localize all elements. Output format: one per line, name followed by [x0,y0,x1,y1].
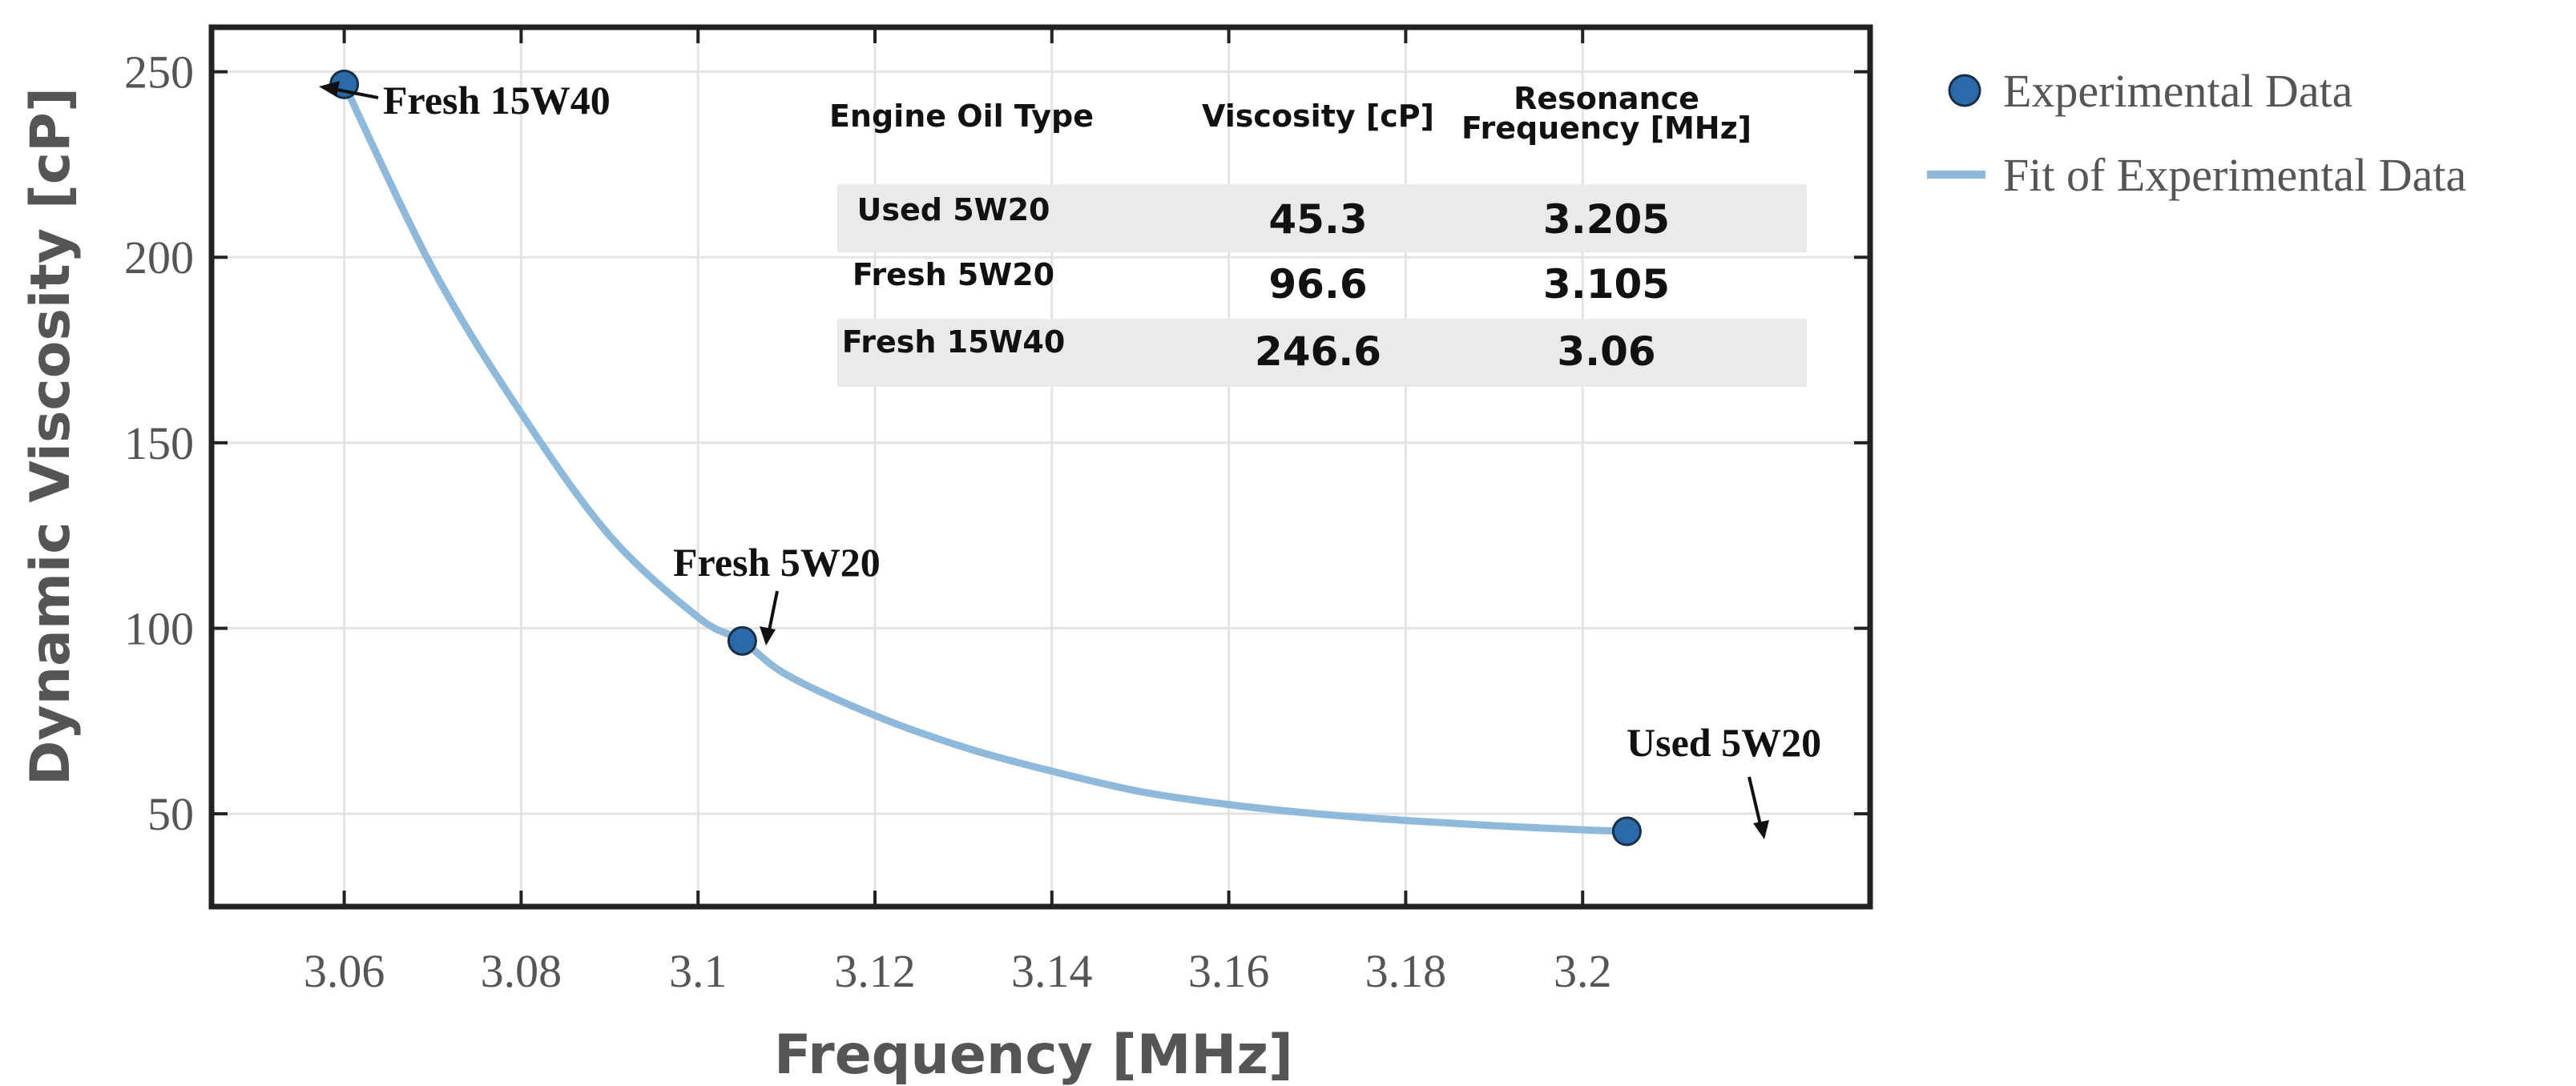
table-row: Fresh 5W20 96.6 3.105 [853,257,1670,308]
table-header-viscosity: Viscosity [cP] [1202,99,1434,134]
table-cell-oil-type: Used 5W20 [857,192,1050,227]
annotation-arrow [1748,776,1763,829]
x-axis-ticks: 3.06 3.08 3.1 3.12 3.14 3.16 3.18 3.2 [304,27,1612,997]
y-axis-title: Dynamic Viscosity [cP] [19,87,83,786]
inset-table: Engine Oil Type Viscosity [cP] Resonance… [829,81,1807,387]
x-tick-label: 3.14 [1011,945,1093,997]
table-cell-viscosity: 246.6 [1255,328,1381,375]
table-header-oil-type: Engine Oil Type [829,99,1094,134]
annotation-arrowhead [760,626,776,646]
annotation-used-5w20: Used 5W20 [1627,720,1821,839]
y-tick-label: 150 [124,417,194,469]
table-cell-frequency: 3.06 [1557,328,1655,375]
legend-label-experimental: Experimental Data [2003,65,2352,117]
table-header-resonance: Resonance [1514,81,1699,116]
annotation-label: Used 5W20 [1627,720,1821,765]
x-axis-title: Frequency [MHz] [774,1024,1293,1086]
y-tick-label: 200 [124,231,194,284]
data-point [727,625,757,656]
table-row-stripe-3 [837,319,1807,387]
x-tick-label: 3.16 [1188,945,1270,997]
annotation-arrow [767,590,779,635]
annotation-arrowhead [1753,820,1769,839]
table-cell-oil-type: Fresh 15W40 [842,324,1066,360]
annotation-label: Fresh 15W40 [383,78,611,123]
y-tick-label: 100 [124,603,194,655]
x-tick-label: 3.08 [481,945,562,997]
x-tick-label: 3.2 [1554,945,1612,997]
table-header-frequency: Frequency [MHz] [1461,111,1752,146]
table-row: Fresh 15W40 246.6 3.06 [842,324,1656,375]
x-tick-label: 3.12 [834,945,916,997]
y-tick-label: 50 [147,788,194,840]
table-cell-viscosity: 96.6 [1268,261,1367,308]
table-cell-oil-type: Fresh 5W20 [853,257,1054,292]
data-point [1611,816,1642,847]
annotation-arrowhead [319,81,340,97]
y-axis-ticks: 50 100 150 200 250 [124,46,1870,840]
plot-frame [208,24,1873,910]
table-row: Used 5W20 45.3 3.205 [857,192,1671,243]
annotation-label: Fresh 5W20 [673,540,881,585]
table-cell-viscosity: 45.3 [1268,196,1367,243]
legend: Experimental Data Fit of Experimental Da… [1927,65,2466,201]
table-cell-frequency: 3.205 [1543,196,1670,243]
annotation-fresh-5w20: Fresh 5W20 [673,540,881,646]
legend-label-fit: Fit of Experimental Data [2003,149,2466,201]
fit-curve [341,80,1631,835]
x-tick-label: 3.1 [669,945,728,997]
fit-series [341,80,1631,835]
table-row-stripe-1 [837,184,1807,252]
x-tick-label: 3.18 [1365,945,1447,997]
annotation-fresh-15w40: Fresh 15W40 [319,78,611,123]
gridlines [212,27,1870,907]
x-tick-label: 3.06 [304,945,385,997]
y-tick-label: 250 [124,46,194,99]
table-cell-frequency: 3.105 [1543,261,1670,308]
legend-marker-experimental [1948,74,1981,107]
